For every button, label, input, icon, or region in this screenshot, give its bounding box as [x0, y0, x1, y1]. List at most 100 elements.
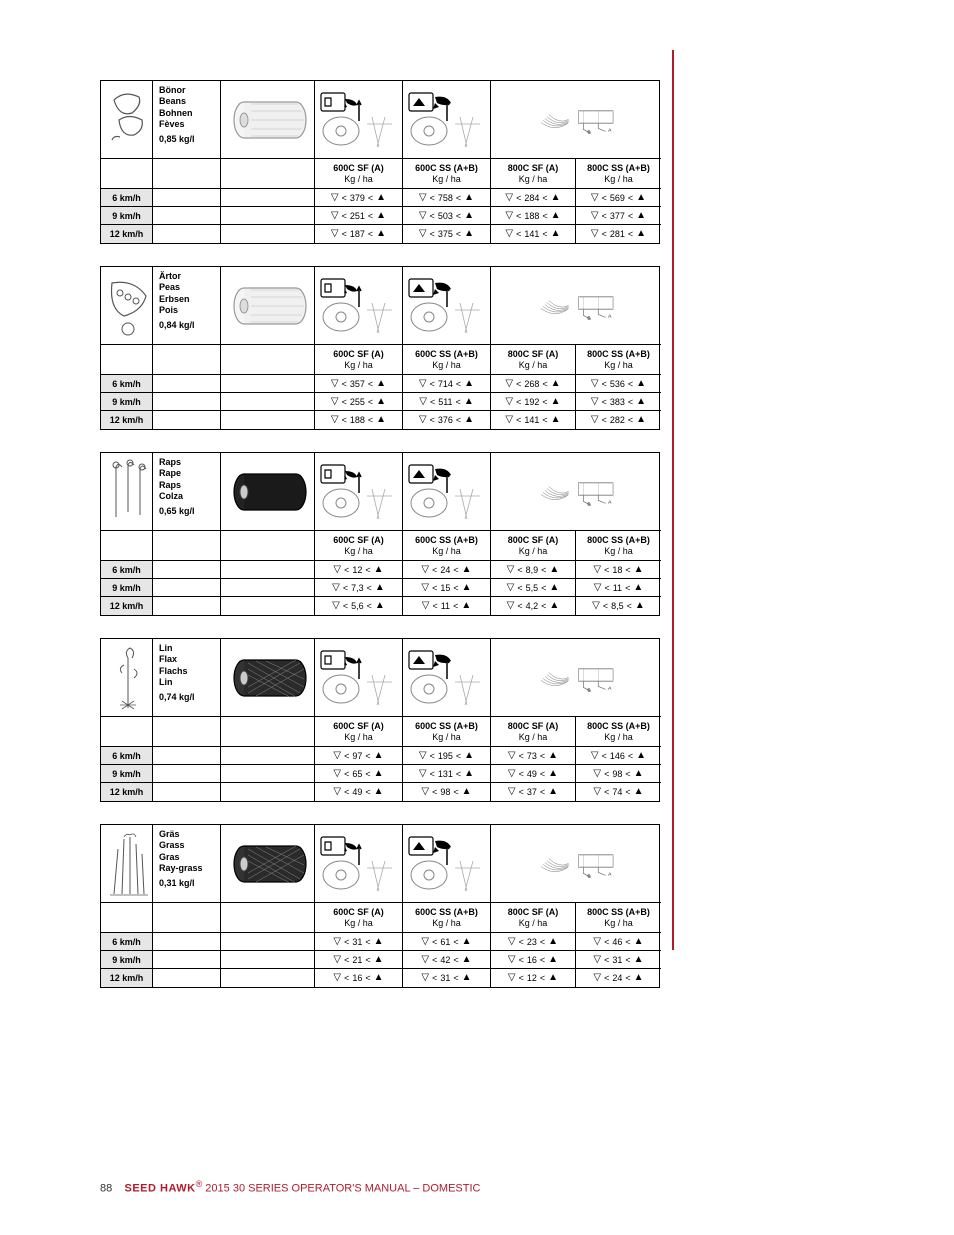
rate-cell: ▽ < 15 < ▲	[403, 579, 491, 597]
rate-cell: ▽ < 12 < ▲	[491, 969, 576, 987]
lt-symbol: <	[517, 583, 522, 593]
lt-symbol: <	[368, 415, 373, 425]
lt-symbol: <	[628, 751, 633, 761]
rate-cell: ▽ < 192 < ▲	[491, 393, 576, 411]
lt-symbol: <	[456, 769, 461, 779]
rate-cell: ▽ < 98 < ▲	[403, 783, 491, 801]
lt-symbol: <	[430, 211, 435, 221]
crop-name-label: Pois	[159, 305, 178, 316]
hose-assembly-icon	[491, 453, 661, 531]
rate-cell: ▽ < 536 < ▲	[576, 375, 661, 393]
rate-cell: ▽ < 8,5 < ▲	[576, 597, 661, 615]
empty-cell	[153, 765, 221, 783]
empty-cell	[221, 189, 315, 207]
down-triangle-icon: ▽	[505, 415, 513, 425]
up-triangle-icon: ▲	[374, 937, 384, 947]
rate-cell: ▽ < 195 < ▲	[403, 747, 491, 765]
lt-symbol: <	[430, 415, 435, 425]
seed-rate-block-flax: LinFlaxFlachsLin 0,74 kg/l 600C SF (A)Kg…	[100, 638, 660, 802]
rate-cell: ▽ < 74 < ▲	[576, 783, 661, 801]
crop-names: LinFlaxFlachsLin 0,74 kg/l	[153, 639, 221, 717]
rate-value: 376	[438, 415, 453, 425]
lt-symbol: <	[365, 955, 370, 965]
rate-value: 131	[438, 769, 453, 779]
rate-value: 377	[610, 211, 625, 221]
up-triangle-icon: ▲	[462, 583, 472, 593]
empty-cell	[153, 717, 221, 747]
down-triangle-icon: ▽	[591, 397, 599, 407]
rate-cell: ▽ < 49 < ▲	[491, 765, 576, 783]
rate-cell: ▽ < 16 < ▲	[315, 969, 403, 987]
rate-cell: ▽ < 251 < ▲	[315, 207, 403, 225]
lt-symbol: <	[628, 415, 633, 425]
down-triangle-icon: ▽	[331, 415, 339, 425]
rate-value: 61	[440, 937, 450, 947]
speed-label: 6 km/h	[101, 189, 153, 207]
seed-rate-block-grass: GräsGrassGrasRay-grass 0,31 kg/l 600C SF…	[100, 824, 660, 988]
rate-cell: ▽ < 379 < ▲	[315, 189, 403, 207]
down-triangle-icon: ▽	[591, 379, 599, 389]
up-triangle-icon: ▲	[464, 211, 474, 221]
model-col-800sf: 800C SF (A)Kg / ha	[491, 531, 576, 561]
rate-value: 146	[610, 751, 625, 761]
down-triangle-icon: ▽	[331, 229, 339, 239]
rate-row: 9 km/h ▽ < 21 < ▲ ▽ < 42 < ▲ ▽ < 16 < ▲	[101, 951, 659, 969]
lt-symbol: <	[453, 955, 458, 965]
down-triangle-icon: ▽	[505, 229, 513, 239]
model-header-row: 600C SF (A)Kg / ha 600C SS (A+B)Kg / ha …	[101, 531, 659, 561]
rate-value: 97	[352, 751, 362, 761]
crop-names: RapsRapeRapsColza 0,65 kg/l	[153, 453, 221, 531]
model-col-600sf: 600C SF (A)Kg / ha	[315, 903, 403, 933]
lt-symbol: <	[342, 415, 347, 425]
rate-cell: ▽ < 16 < ▲	[491, 951, 576, 969]
lt-symbol: <	[456, 379, 461, 389]
speed-label: 9 km/h	[101, 951, 153, 969]
up-triangle-icon: ▲	[375, 583, 385, 593]
down-triangle-icon: ▽	[332, 583, 340, 593]
crop-name-label: Erbsen	[159, 294, 190, 305]
down-triangle-icon: ▽	[591, 415, 599, 425]
empty-cell	[153, 903, 221, 933]
lt-symbol: <	[604, 565, 609, 575]
empty-cell	[153, 411, 221, 429]
down-triangle-icon: ▽	[422, 601, 430, 611]
rate-value: 5,6	[351, 601, 364, 611]
roller-icon	[221, 639, 315, 717]
empty-cell	[221, 597, 315, 615]
rate-cell: ▽ < 37 < ▲	[491, 783, 576, 801]
hose-assembly-icon	[491, 825, 661, 903]
down-triangle-icon: ▽	[419, 397, 427, 407]
lt-symbol: <	[602, 379, 607, 389]
roller-icon	[221, 453, 315, 531]
crop-icon	[101, 453, 153, 531]
down-triangle-icon: ▽	[419, 769, 427, 779]
page-footer: 88 SEED HAWK® 2015 30 SERIES OPERATOR'S …	[100, 1179, 480, 1195]
lt-symbol: <	[344, 769, 349, 779]
rate-row: 9 km/h ▽ < 65 < ▲ ▽ < 131 < ▲ ▽ < 49 < ▲	[101, 765, 659, 783]
down-triangle-icon: ▽	[593, 955, 601, 965]
rate-cell: ▽ < 8,9 < ▲	[491, 561, 576, 579]
rate-value: 4,2	[526, 601, 539, 611]
crop-name-label: Bönor	[159, 85, 186, 96]
crop-name-label: Flachs	[159, 666, 188, 677]
rate-value: 188	[524, 211, 539, 221]
rate-cell: ▽ < 98 < ▲	[576, 765, 661, 783]
empty-cell	[221, 345, 315, 375]
model-col-600ss: 600C SS (A+B)Kg / ha	[403, 531, 491, 561]
down-triangle-icon: ▽	[508, 955, 516, 965]
down-triangle-icon: ▽	[593, 937, 601, 947]
crop-name-label: Fèves	[159, 119, 185, 130]
lt-symbol: <	[453, 565, 458, 575]
up-triangle-icon: ▲	[376, 397, 386, 407]
rate-cell: ▽ < 46 < ▲	[576, 933, 661, 951]
lt-symbol: <	[628, 397, 633, 407]
up-triangle-icon: ▲	[634, 769, 644, 779]
gear-fast-icon	[403, 267, 491, 345]
empty-cell	[221, 951, 315, 969]
crop-name-label: Colza	[159, 491, 183, 502]
lt-symbol: <	[344, 751, 349, 761]
rate-row: 6 km/h ▽ < 12 < ▲ ▽ < 24 < ▲ ▽ < 8,9 < ▲	[101, 561, 659, 579]
down-triangle-icon: ▽	[333, 751, 341, 761]
down-triangle-icon: ▽	[333, 937, 341, 947]
rate-cell: ▽ < 21 < ▲	[315, 951, 403, 969]
